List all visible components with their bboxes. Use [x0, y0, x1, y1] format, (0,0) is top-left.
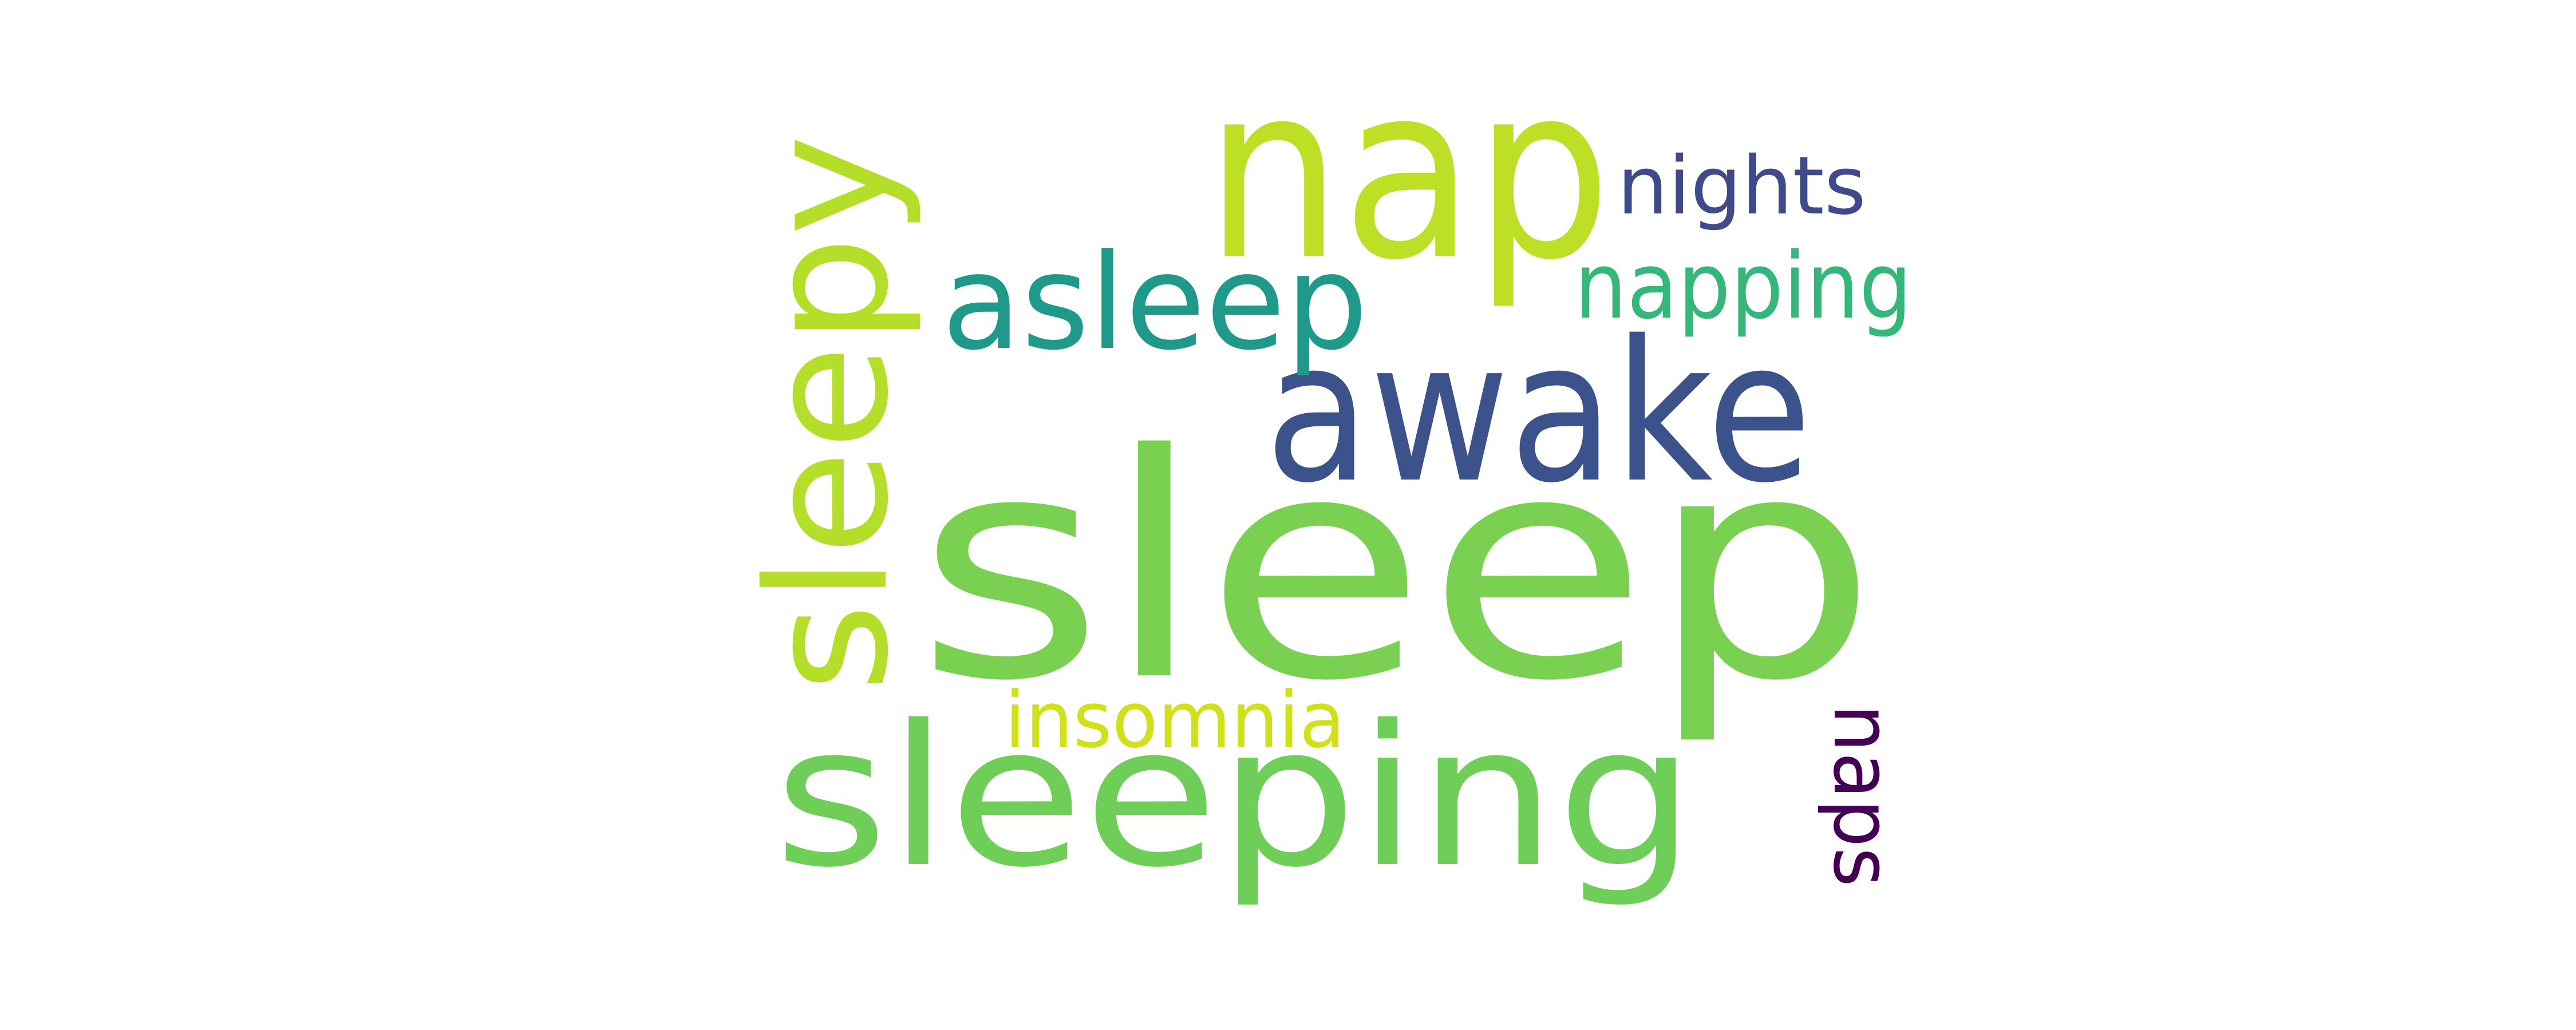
word-sleeping: sleeping	[774, 684, 1696, 910]
word-nights: nights	[1617, 140, 1866, 233]
word-sleep: sleep	[916, 389, 1878, 748]
word-insomnia: insomnia	[1005, 675, 1345, 765]
word-asleep: asleep	[942, 227, 1368, 379]
word-napping: napping	[1574, 232, 1912, 339]
word-naps: naps	[1815, 704, 1909, 887]
word-sleepy: sleepy	[732, 134, 925, 692]
word-nap: nap	[1205, 33, 1611, 313]
word-awake: awake	[1265, 299, 1812, 526]
